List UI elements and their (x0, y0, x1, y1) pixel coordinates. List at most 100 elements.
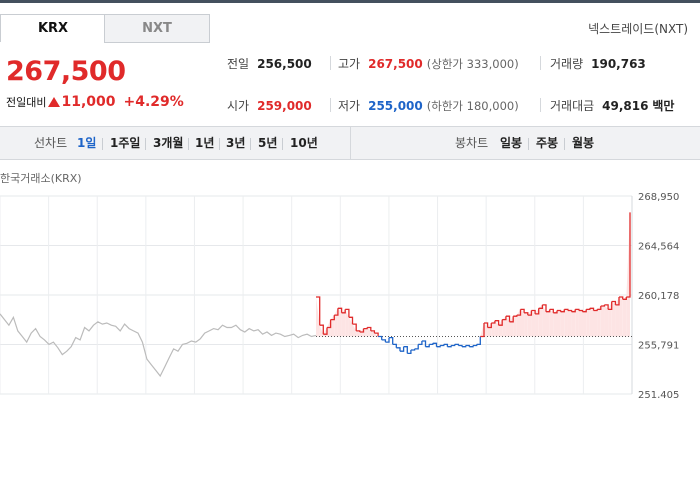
divider (330, 56, 331, 70)
up-fill (370, 330, 375, 337)
change-amount: 11,000 (61, 94, 116, 110)
current-price: 267,500 (6, 56, 126, 87)
up-fill (567, 310, 572, 337)
price-segment (476, 336, 481, 346)
up-fill (491, 320, 495, 337)
period-5y[interactable]: 5년 (258, 136, 278, 150)
toolbar-divider (350, 127, 351, 159)
up-fill (611, 301, 616, 337)
up-fill (575, 309, 579, 337)
up-fill (498, 319, 503, 337)
price-segment (487, 323, 492, 329)
price-segment (429, 343, 434, 346)
price-segment (319, 324, 324, 335)
price-segment (323, 327, 328, 335)
price-segment (341, 309, 346, 314)
price-segment (611, 300, 617, 305)
stat-label: 고가 (338, 57, 361, 71)
price-segment (389, 336, 394, 345)
price-segment (367, 326, 372, 331)
price-segment (553, 310, 558, 314)
y-axis-labels: 268,950 264,564 260,178 255,791 251,405 (638, 192, 679, 398)
price-segment (403, 346, 408, 354)
stat-label: 거래량 (550, 57, 584, 71)
up-fill (615, 297, 620, 337)
up-fill (578, 310, 583, 337)
price-segment (531, 309, 536, 314)
divider (219, 138, 220, 150)
price-segment (480, 323, 485, 338)
period-3y[interactable]: 3년 (226, 136, 246, 150)
price-segment (505, 315, 511, 322)
price-segment (535, 308, 540, 315)
price-segment (378, 335, 383, 340)
up-fill (502, 316, 506, 337)
up-fill (337, 308, 342, 337)
period-monthly[interactable]: 월봉 (572, 136, 595, 150)
chart-toolbar: 선차트 1일 1주일 3개월 1년 3년 5년 10년 봉차트 일봉 주봉 월봉 (0, 126, 700, 160)
up-fill (604, 304, 609, 337)
stat-volume: 거래량 190,763 (550, 55, 646, 72)
nxt-link[interactable]: 넥스트레이드(NXT) (588, 22, 688, 36)
price-chart: 268,950 264,564 260,178 255,791 251,405 (0, 192, 679, 398)
up-fill (356, 330, 360, 337)
tab-krx[interactable]: KRX (0, 14, 106, 42)
price-segment (443, 343, 449, 347)
price-segment (345, 308, 350, 318)
stat-value: 259,000 (257, 99, 312, 113)
stat-label: 전일 (227, 57, 250, 71)
y-tick-label: 264,564 (638, 242, 679, 253)
price-segment (396, 347, 401, 352)
price-segment (600, 304, 606, 307)
up-fill (367, 327, 371, 337)
price-segment (524, 312, 529, 316)
price-segment (363, 327, 368, 330)
y-tick-label: 260,178 (638, 291, 679, 302)
price-segment (484, 322, 489, 328)
up-fill (483, 322, 488, 337)
divider (250, 138, 251, 150)
up-fill (341, 309, 346, 337)
up-fill (542, 304, 547, 337)
price-segment (337, 307, 343, 313)
up-fill (494, 320, 499, 337)
period-1d[interactable]: 1일 (77, 136, 97, 150)
stat-label: 저가 (338, 99, 361, 113)
period-10y[interactable]: 10년 (290, 136, 318, 150)
stat-value: 190,763 (591, 57, 646, 71)
up-fill (348, 317, 353, 337)
up-fill (520, 309, 525, 337)
price-segment (560, 309, 565, 313)
limit-label: 상한가 (431, 57, 463, 71)
price-segment (509, 316, 514, 323)
stat-value: 267,500 (368, 57, 423, 71)
up-fill (538, 304, 543, 337)
y-tick-label: 268,950 (638, 192, 679, 203)
price-segment (513, 315, 518, 317)
up-fill (480, 322, 484, 337)
price-segment (458, 344, 463, 347)
divider (528, 138, 529, 150)
tab-nxt[interactable]: NXT (104, 14, 210, 43)
up-fill (593, 309, 598, 337)
stat-open: 시가 259,000 (227, 97, 312, 114)
period-1w[interactable]: 1주일 (110, 136, 141, 150)
period-1y[interactable]: 1년 (195, 136, 215, 150)
period-weekly[interactable]: 주봉 (536, 136, 559, 150)
up-fill (582, 309, 587, 337)
limit-value: 180,000 (466, 99, 515, 113)
price-segment (542, 304, 547, 312)
up-fill (549, 309, 554, 337)
price-segment (549, 308, 554, 313)
price-segment (589, 307, 595, 311)
up-fill (505, 316, 510, 337)
period-daily[interactable]: 일봉 (500, 136, 523, 150)
divider (102, 138, 103, 150)
divider (188, 138, 189, 150)
divider (540, 98, 541, 112)
period-3m[interactable]: 3개월 (153, 136, 184, 150)
y-tick-label: 255,791 (638, 341, 679, 352)
stat-label: 시가 (227, 99, 250, 113)
price-segment (527, 310, 533, 316)
stat-amount: 거래대금 49,816 백만 (550, 97, 674, 114)
